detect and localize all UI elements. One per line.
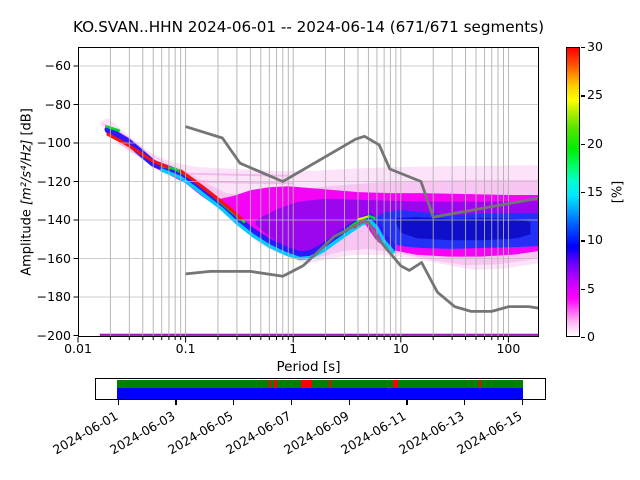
colorbar-tick-label: 20 (587, 135, 603, 151)
timeline-gap (478, 379, 481, 388)
timeline-tick-mark (464, 400, 466, 405)
timeline-tick-mark (117, 400, 119, 405)
y-tick-label: −100 (36, 135, 71, 150)
timeline-data-coverage-bar (117, 379, 523, 388)
colorbar-tick-label: 0 (587, 329, 595, 344)
x-tick-label: 0.1 (175, 341, 196, 356)
y-tick-label: −200 (36, 327, 71, 343)
timeline-gap (268, 379, 271, 388)
y-tick-label: −120 (36, 173, 71, 189)
timeline-tick-mark (233, 400, 235, 405)
timeline-tick-mark (348, 400, 350, 405)
layer-ridge-green-1 (105, 125, 121, 132)
y-tick-label: −160 (36, 250, 71, 266)
layer-ridge-red-2 (179, 169, 243, 221)
colorbar-tick-mark (581, 288, 585, 290)
timeline-date-label: 2024-06-13 (396, 408, 467, 458)
colorbar-tick-mark (581, 337, 585, 339)
y-tick-label: −140 (36, 212, 71, 227)
colorbar-tick-mark (581, 240, 585, 242)
noise-model-NHNM (185, 125, 539, 219)
noise-model-NLNM (185, 220, 539, 313)
x-tick-label: 100 (496, 341, 521, 356)
colorbar-tick-label: 5 (587, 280, 595, 296)
colorbar-tick-mark (581, 47, 585, 49)
plot-title: KO.SVAN..HHN 2024-06-01 -- 2024-06-14 (6… (72, 18, 545, 36)
y-tick-label: −60 (44, 58, 71, 73)
timeline-tick-mark (406, 400, 408, 405)
timeline-psd-coverage-bar (117, 388, 523, 399)
timeline-date-label: 2024-06-07 (223, 408, 294, 458)
x-tick-label: 1 (289, 341, 298, 356)
x-tick-label: 0.01 (64, 341, 92, 356)
y-tick-label: −80 (44, 96, 71, 112)
timeline-tick-mark (175, 400, 177, 405)
timeline-date-label: 2024-06-15 (454, 408, 525, 458)
colorbar-tick-mark (581, 192, 585, 194)
colorbar-tick-mark (581, 95, 585, 97)
y-tick-label: −180 (36, 289, 71, 304)
x-tick-label: 10 (392, 341, 409, 356)
ppsd-heatmap-plot (73, 47, 539, 343)
colorbar-tick-label: 10 (587, 232, 603, 248)
timeline-tick-mark (290, 400, 293, 405)
x-axis-label: Period [s] (276, 359, 341, 375)
layer-density-navy-core (395, 217, 531, 241)
timeline-gap (300, 379, 312, 388)
timeline-gap (329, 379, 332, 388)
colorbar-tick-label: 25 (587, 87, 603, 103)
plot-frame (78, 47, 539, 337)
layer-ridge-yellow (357, 215, 369, 221)
timeline-tick-mark (521, 400, 524, 405)
colorbar-tick-mark (581, 143, 585, 145)
timeline-gap (274, 379, 278, 388)
timeline-gap (393, 379, 399, 388)
colorbar-tick-label: 15 (587, 184, 603, 199)
colorbar-label: [%] (610, 180, 626, 204)
colorbar (566, 47, 580, 337)
layer-ridge-red-1 (106, 132, 170, 169)
timeline-date-label: 2024-06-05 (165, 408, 236, 458)
colorbar-tick-label: 30 (587, 39, 603, 54)
